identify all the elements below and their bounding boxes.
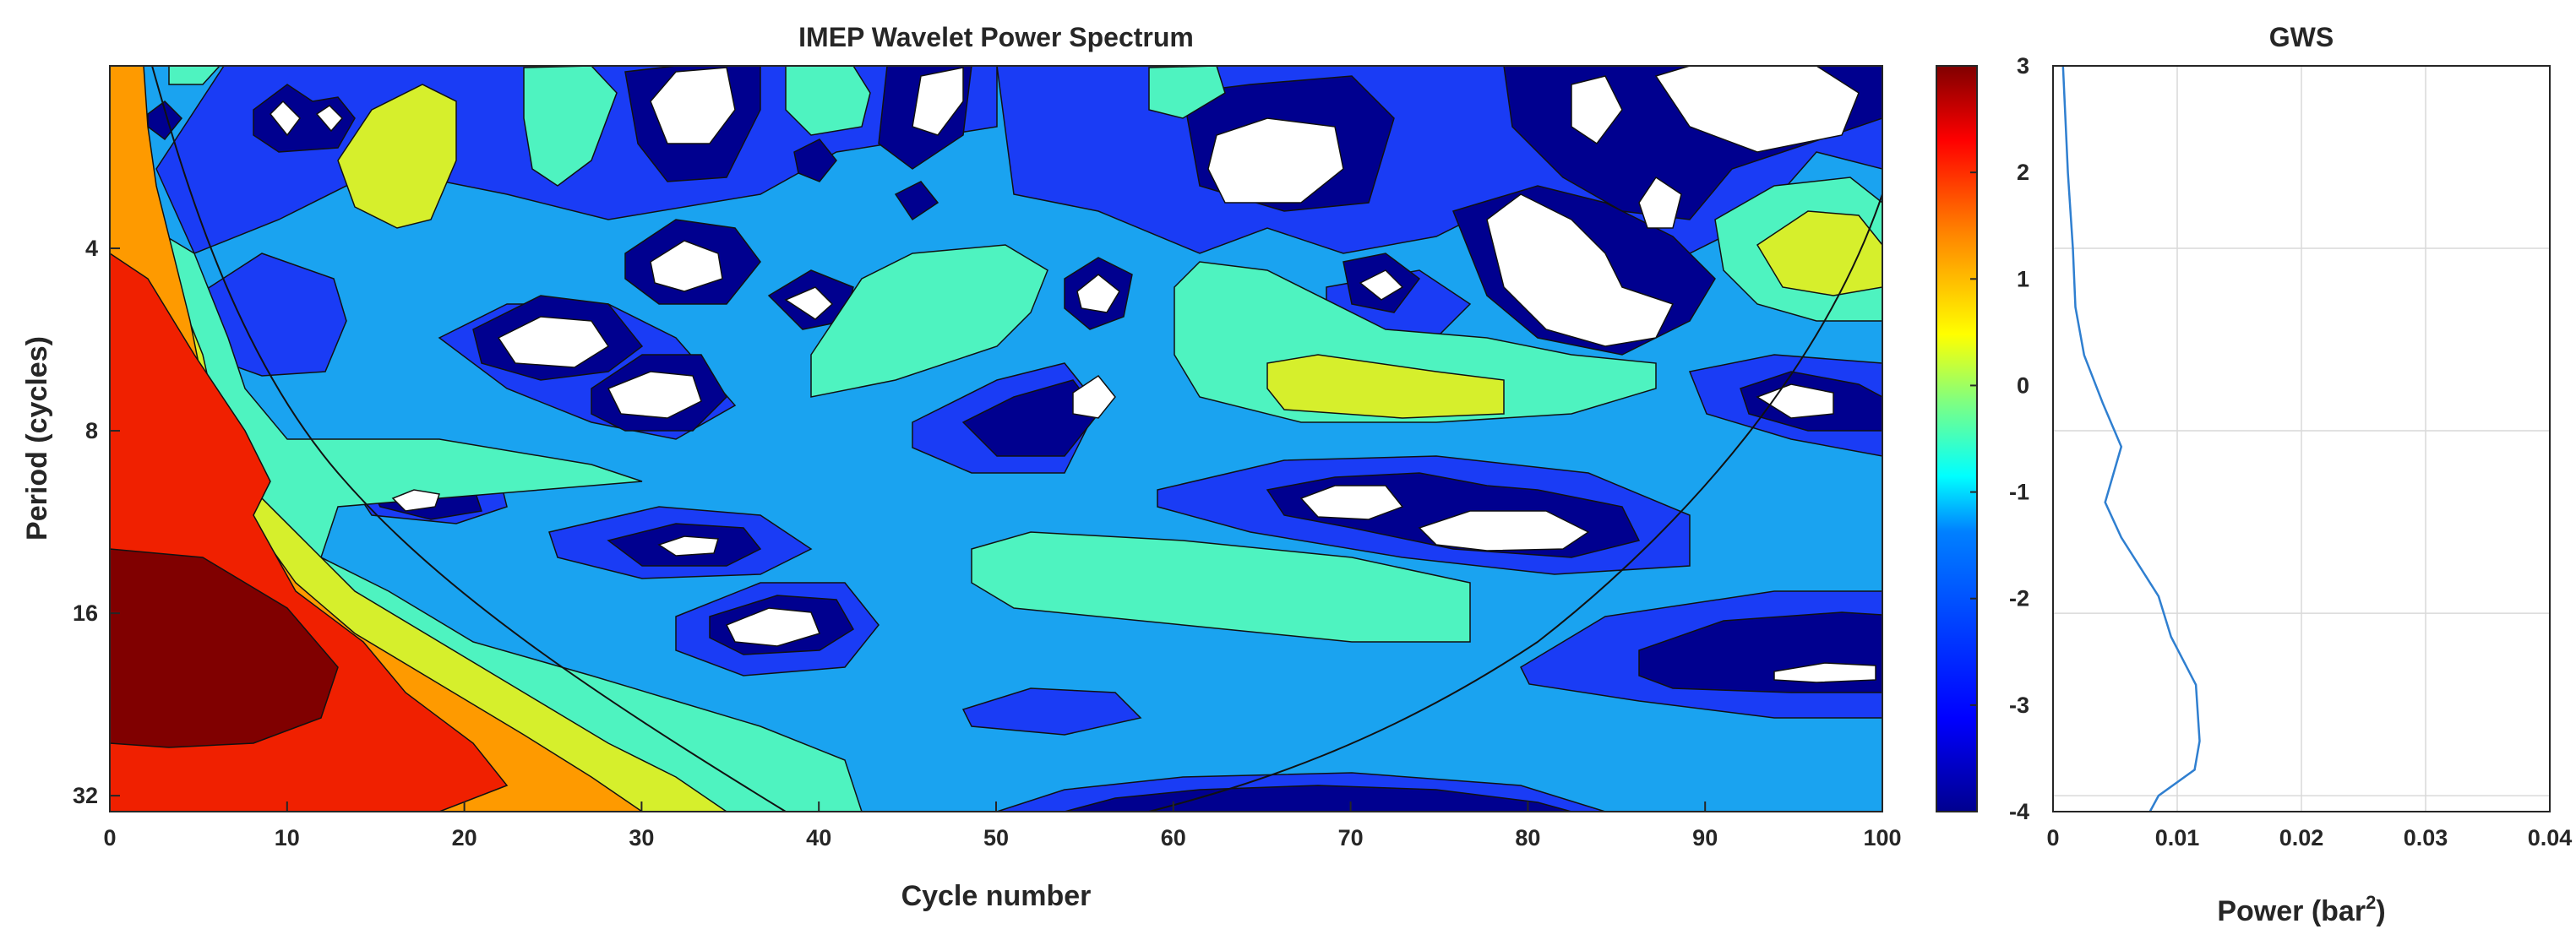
- x-tick-label: 10: [275, 825, 300, 850]
- gws-x-axis: 0 0.01 0.02 0.03 0.04: [2046, 825, 2572, 850]
- y-tick-label: 8: [85, 418, 98, 443]
- contour-level-yellow: [337, 84, 457, 229]
- white-region: [1299, 485, 1404, 520]
- contour-field: [110, 66, 1882, 812]
- wavelet-plot: IMEP Wavelet Power Spectrum: [21, 22, 1902, 912]
- x-tick-label: 50: [983, 825, 1009, 850]
- white-region: [1654, 66, 1860, 153]
- x-tick-label: 0: [103, 825, 116, 850]
- wavelet-y-label: Period (cycles): [21, 336, 53, 541]
- gws-frame: [2052, 65, 2551, 812]
- colorbar-tick-label: 2: [2017, 160, 2029, 185]
- white-region: [650, 67, 736, 144]
- white-region: [269, 100, 301, 137]
- contour-level-cyan: [168, 66, 221, 85]
- white-region: [650, 240, 723, 292]
- colorbar-tick-label: -3: [2009, 693, 2029, 718]
- white-region: [1638, 176, 1682, 229]
- x-tick-label: 70: [1338, 825, 1364, 850]
- x-tick-label: 30: [629, 825, 654, 850]
- white-region: [725, 607, 821, 647]
- gws-x-tick-label: 0.03: [2404, 825, 2448, 850]
- colorbar-ticks: 3 2 1 0 -1 -2 -3 -4: [1970, 53, 2029, 824]
- contour-level-cyan: [785, 66, 871, 136]
- contour-level-cyan: [810, 244, 1048, 398]
- white-region: [315, 105, 344, 133]
- gws-x-label: Power (bar2): [2217, 892, 2385, 927]
- gws-x-label-main: Power (bar: [2217, 895, 2366, 927]
- x-tick-label: 90: [1692, 825, 1718, 850]
- x-tick-label: 80: [1515, 825, 1540, 850]
- contour-level-dark-red: [110, 548, 339, 748]
- contour-level-dark-blue: [253, 84, 356, 153]
- contour-level-cyan: [971, 531, 1471, 643]
- white-region: [607, 371, 702, 419]
- white-region: [1359, 269, 1404, 301]
- colorbar-gradient: [1936, 65, 1978, 812]
- gws-series-line: [2061, 66, 2201, 812]
- x-tick-label: 60: [1161, 825, 1186, 850]
- y-tick-label: 16: [73, 600, 98, 626]
- white-region: [1072, 374, 1116, 419]
- colorbar: 3 2 1 0 -1 -2 -3 -4: [1936, 53, 2029, 824]
- colorbar-tick-label: 3: [2017, 53, 2029, 79]
- contour-level-cyan: [523, 66, 618, 187]
- wavelet-y-axis: 4 8 16 32: [73, 236, 120, 808]
- white-region: [497, 316, 610, 368]
- gws-title: GWS: [2269, 22, 2334, 52]
- white-region: [1571, 75, 1623, 145]
- white-region: [1756, 383, 1834, 419]
- white-region: [657, 535, 719, 557]
- white-region: [1486, 193, 1675, 347]
- contour-level-dark-blue: [894, 181, 939, 221]
- contour-level-yellow: [1756, 210, 1882, 296]
- contour-level-yellow: [1266, 354, 1505, 419]
- white-region: [784, 286, 834, 320]
- white-region: [391, 489, 440, 512]
- colorbar-tick-label: -4: [2009, 799, 2029, 824]
- gws-x-tick-label: 0.01: [2155, 825, 2200, 850]
- white-region: [1076, 274, 1120, 313]
- gws-x-label-sup: 2: [2366, 892, 2376, 913]
- y-tick-label: 4: [85, 236, 98, 261]
- white-region: [1207, 117, 1344, 204]
- white-region: [1418, 510, 1590, 552]
- white-region: [912, 67, 964, 136]
- colorbar-tick-label: 1: [2017, 266, 2029, 291]
- colorbar-tick-label: -2: [2009, 586, 2029, 611]
- gws-x-tick-label: 0.02: [2279, 825, 2324, 850]
- contour-level-dark-blue: [1064, 785, 1572, 812]
- y-tick-label: 32: [73, 783, 98, 808]
- cone-of-influence-right: [1148, 193, 1882, 812]
- wavelet-title: IMEP Wavelet Power Spectrum: [798, 22, 1194, 52]
- gws-x-tick-label: 0: [2046, 825, 2059, 850]
- x-tick-label: 20: [452, 825, 477, 850]
- gws-plot: GWS 0 0.01 0.02 0.03 0.04 Power (bar2): [2046, 22, 2572, 927]
- colorbar-tick-label: 0: [2017, 372, 2029, 398]
- x-tick-label: 100: [1863, 825, 1901, 850]
- white-region: [1773, 662, 1876, 683]
- wavelet-x-label: Cycle number: [901, 880, 1092, 912]
- colorbar-tick-label: -1: [2009, 480, 2029, 505]
- x-tick-label: 40: [806, 825, 831, 850]
- gws-x-label-suffix: ): [2376, 895, 2385, 927]
- contour-level-dark-blue: [793, 139, 837, 182]
- wavelet-x-axis: 0 10 20 30 40 50 60 70 80 90 100: [103, 801, 1902, 850]
- gws-x-tick-label: 0.04: [2528, 825, 2573, 850]
- contour-level-mid-blue: [961, 687, 1142, 736]
- cone-of-influence-left: [151, 66, 787, 812]
